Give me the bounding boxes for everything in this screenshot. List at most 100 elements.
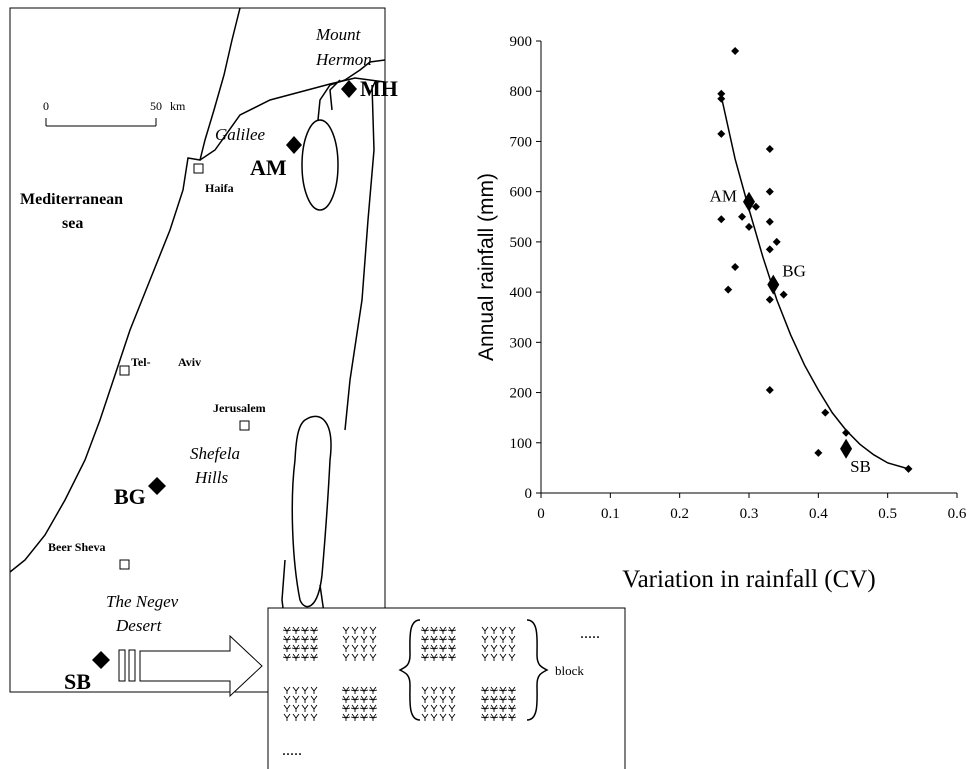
x-tick-label: 0.6 — [948, 506, 967, 522]
inset: ..... block ..... — [267, 607, 626, 769]
border — [199, 77, 386, 161]
plant-plot — [421, 686, 456, 721]
point — [731, 47, 740, 56]
point — [779, 290, 788, 299]
y-tick-label: 900 — [510, 34, 533, 50]
brace — [526, 619, 549, 721]
point — [765, 217, 774, 226]
y-tick-label: 300 — [510, 335, 533, 351]
city-label: Beer Sheva — [48, 540, 105, 554]
coastline — [9, 7, 241, 573]
point — [814, 448, 823, 457]
x-tick-label: 0.5 — [878, 506, 897, 522]
border — [317, 59, 386, 121]
map-label: Shefela — [190, 444, 240, 463]
map-label: Desert — [115, 616, 163, 635]
city-marker — [119, 365, 130, 376]
map-frame — [9, 7, 386, 693]
site-marker — [92, 651, 110, 669]
point — [765, 295, 774, 304]
scale-label: km — [170, 99, 186, 113]
scale-label: 0 — [43, 99, 49, 113]
map-label: Galilee — [215, 125, 265, 144]
point — [738, 212, 747, 221]
site-label: MH — [360, 76, 398, 101]
site-label: BG — [114, 484, 146, 509]
point — [765, 386, 774, 395]
y-tick-label: 800 — [510, 84, 533, 100]
site-label: AM — [250, 155, 287, 180]
city-marker — [119, 559, 130, 570]
plant-plot — [480, 686, 517, 721]
point — [765, 144, 774, 153]
point — [772, 237, 781, 246]
scale-label: 50 — [150, 99, 162, 113]
plant-plot — [342, 626, 377, 661]
x-tick-label: 0.4 — [809, 506, 828, 522]
site-label: SB — [850, 457, 871, 476]
site-marker — [286, 136, 302, 154]
city-marker — [239, 420, 250, 431]
city-marker — [193, 163, 204, 174]
x-tick-label: 0.3 — [740, 506, 759, 522]
city-label: Aviv — [178, 355, 201, 369]
city-label: Jerusalem — [213, 401, 266, 415]
point — [904, 464, 913, 473]
point — [717, 94, 726, 103]
y-tick-label: 600 — [510, 185, 533, 201]
map-label: The Negev — [106, 592, 179, 611]
y-tick-label: 0 — [525, 486, 533, 502]
map-label: Mediterranean — [20, 191, 123, 208]
site-point — [767, 274, 780, 295]
map-label: Hermon — [315, 50, 372, 69]
site-marker — [341, 80, 357, 98]
site-label: AM — [710, 187, 737, 206]
y-tick-label: 700 — [510, 134, 533, 150]
plant-plot — [341, 686, 378, 721]
plot-marker — [118, 649, 126, 682]
map-label: Mount — [315, 25, 362, 44]
x-tick-label: 0 — [537, 506, 545, 522]
point — [842, 428, 851, 437]
point — [724, 285, 733, 294]
city-label: Tel- — [131, 355, 151, 369]
point — [717, 215, 726, 224]
point — [731, 263, 740, 271]
plant-plot — [420, 626, 457, 661]
site-point — [743, 191, 755, 212]
plant-plot — [481, 626, 516, 661]
x-axis-label: Variation in rainfall (CV) — [622, 566, 875, 593]
point — [717, 89, 726, 98]
trend-line — [720, 96, 909, 470]
site-label: SB — [64, 669, 91, 694]
ellipsis: ..... — [282, 742, 302, 759]
sea-of-galilee — [301, 119, 339, 211]
point — [745, 222, 753, 231]
point — [765, 245, 774, 254]
ellipsis: ..... — [580, 625, 600, 642]
map-label: Hills — [194, 468, 228, 487]
point — [821, 408, 830, 417]
border — [344, 84, 375, 431]
dead-sea — [291, 415, 332, 608]
city-label: Haifa — [205, 181, 234, 195]
y-tick-label: 100 — [510, 436, 533, 452]
y-axis-label: Annual rainfall (mm) — [475, 173, 498, 361]
site-point — [840, 438, 853, 459]
inset-label: block — [555, 663, 584, 678]
point — [717, 129, 726, 138]
site-label: BG — [782, 262, 806, 281]
arrow — [139, 634, 263, 698]
point — [751, 202, 760, 211]
brace — [398, 619, 421, 721]
x-tick-label: 0.2 — [670, 506, 689, 522]
map-label: sea — [62, 215, 83, 232]
point — [765, 187, 774, 196]
plant-plot — [283, 686, 318, 721]
y-tick-label: 500 — [510, 235, 533, 251]
plant-plot — [282, 626, 319, 661]
y-tick-label: 400 — [510, 285, 533, 301]
inset-frame — [267, 607, 626, 769]
y-tick-label: 200 — [510, 386, 533, 402]
